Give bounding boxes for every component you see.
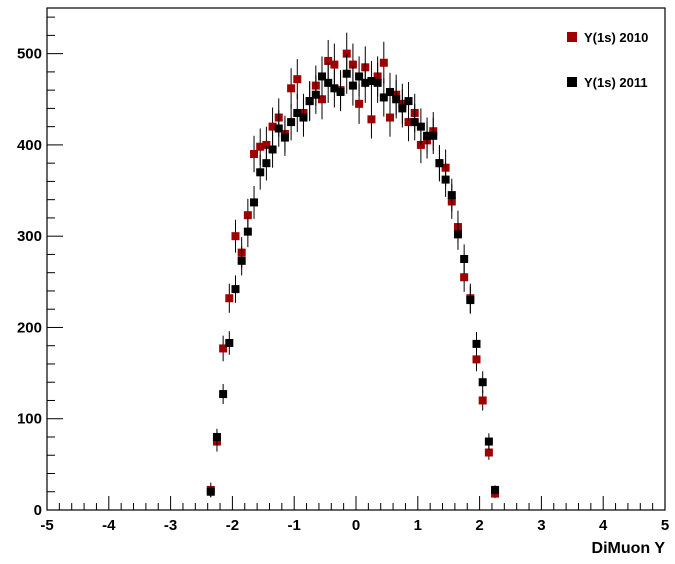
data-point-s1: [318, 72, 327, 81]
axis-tick-labels: -5 -4 -3 -2 -1 0 1 2 3 4 5 0 100 200 300 400 500: [17, 46, 669, 534]
data-point-s0: [243, 211, 252, 220]
data-point-s1: [268, 145, 277, 154]
y-tick-label: 300: [17, 228, 42, 245]
data-point-s1: [379, 93, 388, 102]
data-point-s1: [447, 191, 456, 200]
data-point-s1: [472, 339, 481, 348]
data-point-s1: [237, 256, 246, 265]
plot-frame: [46, 7, 666, 511]
data-point-s1: [299, 113, 308, 122]
data-point-s1: [212, 432, 221, 441]
data-point-s1: [274, 124, 283, 133]
data-point-s0: [324, 56, 333, 65]
data-point-s0: [219, 344, 228, 353]
data-point-s1: [398, 104, 407, 113]
y-tick-label: 200: [17, 319, 42, 336]
data-point-s1: [478, 378, 487, 387]
data-point-s1: [305, 97, 314, 106]
x-tick-label: -3: [164, 517, 177, 534]
data-point-s1: [219, 390, 228, 399]
data-point-s0: [484, 448, 493, 457]
data-point-s0: [318, 95, 327, 104]
data-point-s1: [342, 69, 351, 78]
data-point-s1: [206, 487, 215, 496]
data-point-s1: [453, 230, 462, 239]
data-point-s1: [373, 78, 382, 87]
data-point-s0: [379, 58, 388, 67]
data-point-s0: [268, 122, 277, 131]
data-point-s1: [250, 198, 259, 207]
y-tick-label: 500: [17, 46, 42, 63]
x-tick-label: 2: [475, 517, 483, 534]
x-tick-label: 0: [352, 517, 360, 534]
data-point-s1: [330, 84, 339, 93]
data-point-s0: [287, 84, 296, 93]
data-point-s0: [250, 150, 259, 159]
data-point-s0: [367, 115, 376, 124]
data-point-s0: [460, 273, 469, 282]
legend-label: Υ(1s) 2011: [584, 75, 648, 90]
data-point-s1: [423, 131, 432, 140]
data-point-s1: [435, 159, 444, 168]
legend-swatch: [567, 77, 577, 87]
data-point-s1: [416, 122, 425, 131]
data-point-s1: [484, 437, 493, 446]
data-markers: [206, 32, 500, 499]
data-point-s0: [330, 60, 339, 69]
data-point-s1: [410, 118, 419, 127]
data-point-s1: [385, 87, 394, 96]
data-point-s1: [287, 118, 296, 127]
data-point-s1: [491, 485, 500, 494]
data-point-s0: [293, 75, 302, 84]
data-point-s1: [225, 338, 234, 347]
x-tick-label: 4: [599, 517, 608, 534]
data-point-s0: [262, 140, 271, 149]
data-point-s0: [355, 99, 364, 108]
x-tick-label: 3: [537, 517, 545, 534]
legend-label: Υ(1s) 2010: [584, 30, 648, 45]
x-tick-label: -5: [40, 517, 53, 534]
legend-swatch: [567, 32, 577, 42]
x-tick-label: 1: [414, 517, 422, 534]
data-point-s1: [367, 77, 376, 86]
data-point-s1: [311, 90, 320, 99]
y-tick-label: 400: [17, 137, 42, 154]
data-point-s0: [348, 60, 357, 69]
data-point-s0: [404, 118, 413, 127]
y-tick-label: 100: [17, 411, 42, 428]
data-point-s1: [280, 133, 289, 142]
data-point-s1: [256, 168, 265, 177]
data-point-s1: [324, 78, 333, 87]
data-point-s0: [472, 355, 481, 364]
data-point-s1: [231, 285, 240, 294]
data-point-s0: [231, 232, 240, 241]
data-point-s1: [348, 81, 357, 90]
data-point-s1: [293, 108, 302, 117]
data-point-s1: [466, 296, 475, 305]
data-point-s1: [441, 175, 450, 184]
x-tick-label: -2: [226, 517, 239, 534]
axis-ticks: [46, 16, 666, 511]
x-tick-label: -1: [288, 517, 301, 534]
data-point-s1: [361, 78, 370, 87]
data-point-s0: [256, 142, 265, 151]
data-point-s1: [336, 87, 345, 96]
y-tick-label: 0: [34, 502, 42, 519]
data-point-s0: [478, 396, 487, 405]
data-point-s1: [429, 131, 438, 140]
legend: Υ(1s) 2010 Υ(1s) 2011: [567, 30, 648, 90]
x-axis-title: DiMuon Y: [592, 540, 666, 557]
data-point-s1: [262, 159, 271, 168]
data-point-s1: [392, 95, 401, 104]
data-point-s1: [355, 72, 364, 81]
data-point-s0: [385, 113, 394, 122]
data-point-s0: [225, 294, 234, 303]
data-point-s1: [243, 227, 252, 236]
x-tick-label: -4: [102, 517, 116, 534]
data-point-s1: [460, 255, 469, 263]
x-tick-label: 5: [661, 517, 669, 534]
data-point-s1: [404, 97, 413, 106]
